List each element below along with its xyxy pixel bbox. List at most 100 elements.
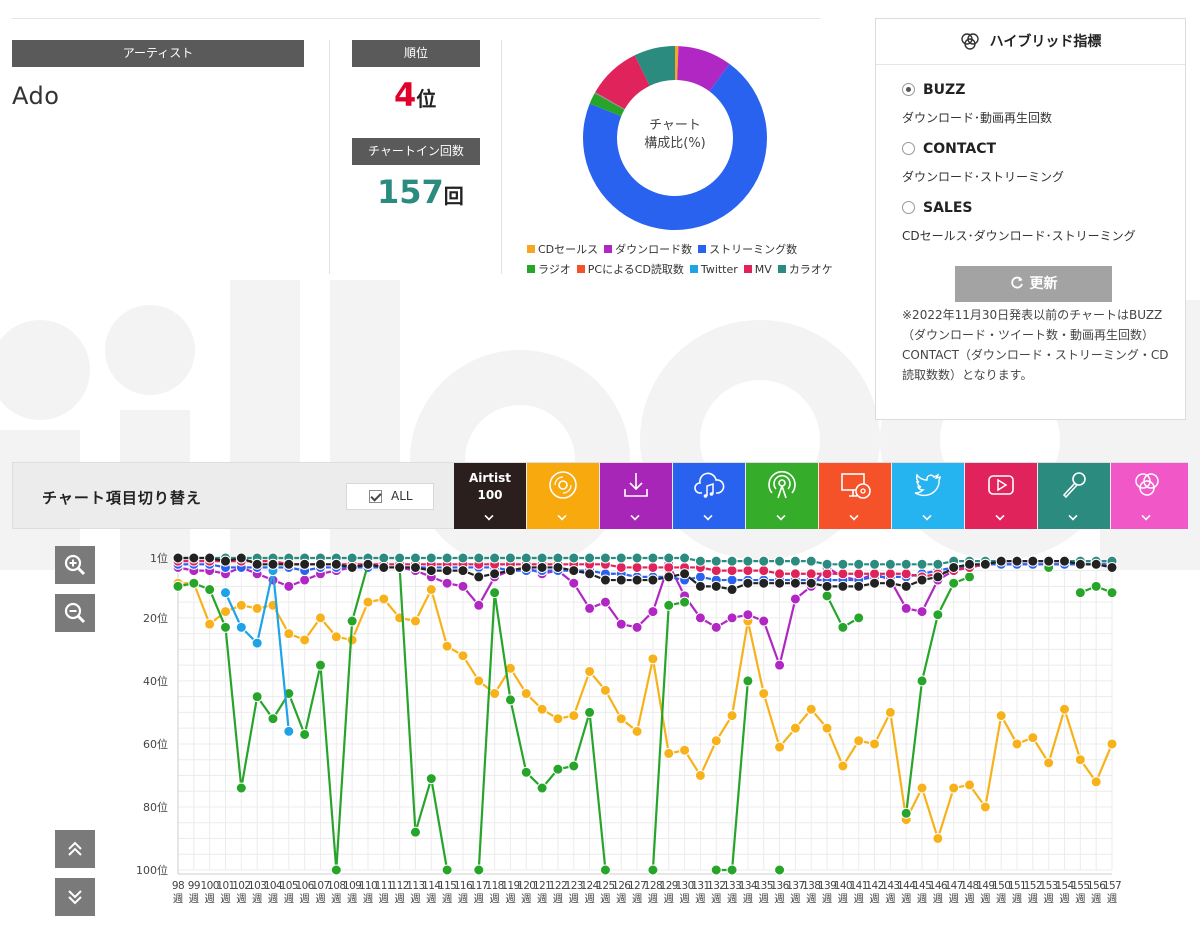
data-point[interactable] (853, 568, 865, 580)
data-point[interactable] (346, 552, 358, 564)
data-point[interactable] (457, 552, 469, 564)
data-point[interactable] (869, 568, 881, 580)
data-point[interactable] (219, 555, 231, 567)
data-point[interactable] (314, 659, 326, 671)
data-point[interactable] (742, 675, 754, 687)
data-point[interactable] (409, 561, 421, 573)
data-point[interactable] (346, 615, 358, 627)
data-point[interactable] (457, 565, 469, 577)
data-point[interactable] (1043, 757, 1055, 769)
data-point[interactable] (774, 555, 786, 567)
data-point[interactable] (251, 558, 263, 570)
data-point[interactable] (1027, 555, 1039, 567)
data-point[interactable] (726, 555, 738, 567)
data-point[interactable] (425, 584, 437, 596)
data-point[interactable] (1074, 558, 1086, 570)
data-point[interactable] (789, 593, 801, 605)
data-point[interactable] (362, 596, 374, 608)
data-point[interactable] (251, 637, 263, 649)
data-point[interactable] (188, 577, 200, 589)
data-point[interactable] (679, 744, 691, 756)
category-streaming[interactable] (673, 463, 745, 529)
data-point[interactable] (457, 650, 469, 662)
data-point[interactable] (710, 621, 722, 633)
data-point[interactable] (473, 599, 485, 611)
data-point[interactable] (631, 561, 643, 573)
data-point[interactable] (900, 602, 912, 614)
data-point[interactable] (869, 577, 881, 589)
data-point[interactable] (948, 577, 960, 589)
data-point[interactable] (330, 864, 342, 876)
data-point[interactable] (774, 741, 786, 753)
data-point[interactable] (853, 612, 865, 624)
data-point[interactable] (473, 675, 485, 687)
data-point[interactable] (520, 552, 532, 564)
data-point[interactable] (821, 590, 833, 602)
data-point[interactable] (694, 571, 706, 583)
category-radio[interactable] (746, 463, 818, 529)
update-button[interactable]: 更新 (955, 266, 1112, 302)
data-point[interactable] (916, 574, 928, 586)
data-point[interactable] (568, 565, 580, 577)
data-point[interactable] (584, 706, 596, 718)
data-point[interactable] (916, 558, 928, 570)
data-point[interactable] (1011, 555, 1023, 567)
data-point[interactable] (932, 609, 944, 621)
data-point[interactable] (283, 725, 295, 737)
data-point[interactable] (821, 580, 833, 592)
data-point[interactable] (647, 864, 659, 876)
data-point[interactable] (504, 565, 516, 577)
data-point[interactable] (489, 552, 501, 564)
data-point[interactable] (805, 577, 817, 589)
data-point[interactable] (948, 782, 960, 794)
data-point[interactable] (726, 574, 738, 586)
data-point[interactable] (884, 706, 896, 718)
data-point[interactable] (204, 584, 216, 596)
data-point[interactable] (299, 634, 311, 646)
data-point[interactable] (742, 577, 754, 589)
data-point[interactable] (805, 555, 817, 567)
data-point[interactable] (330, 558, 342, 570)
radio-button[interactable] (902, 201, 915, 214)
data-point[interactable] (489, 587, 501, 599)
data-point[interactable] (251, 691, 263, 703)
data-point[interactable] (884, 577, 896, 589)
data-point[interactable] (964, 558, 976, 570)
data-point[interactable] (821, 568, 833, 580)
data-point[interactable] (663, 561, 675, 573)
data-point[interactable] (172, 552, 184, 564)
data-point[interactable] (789, 568, 801, 580)
data-point[interactable] (710, 735, 722, 747)
data-point[interactable] (267, 558, 279, 570)
zoom-out-button[interactable] (55, 594, 95, 632)
data-point[interactable] (694, 555, 706, 567)
data-point[interactable] (441, 640, 453, 652)
data-point[interactable] (568, 710, 580, 722)
data-point[interactable] (235, 552, 247, 564)
radio-sales[interactable]: SALES (902, 200, 973, 216)
data-point[interactable] (647, 574, 659, 586)
data-point[interactable] (694, 769, 706, 781)
data-point[interactable] (853, 735, 865, 747)
data-point[interactable] (520, 688, 532, 700)
data-point[interactable] (409, 615, 421, 627)
data-point[interactable] (489, 688, 501, 700)
data-point[interactable] (615, 561, 627, 573)
data-point[interactable] (584, 552, 596, 564)
data-point[interactable] (837, 558, 849, 570)
data-point[interactable] (473, 552, 485, 564)
data-point[interactable] (1090, 580, 1102, 592)
data-point[interactable] (995, 555, 1007, 567)
scroll-down-button[interactable] (55, 878, 95, 916)
data-point[interactable] (774, 864, 786, 876)
data-point[interactable] (679, 552, 691, 564)
data-point[interactable] (552, 561, 564, 573)
data-point[interactable] (837, 621, 849, 633)
data-point[interactable] (758, 688, 770, 700)
data-point[interactable] (283, 558, 295, 570)
data-point[interactable] (647, 552, 659, 564)
data-point[interactable] (378, 593, 390, 605)
data-point[interactable] (314, 558, 326, 570)
data-point[interactable] (425, 552, 437, 564)
radio-buzz[interactable]: BUZZ (902, 82, 965, 98)
